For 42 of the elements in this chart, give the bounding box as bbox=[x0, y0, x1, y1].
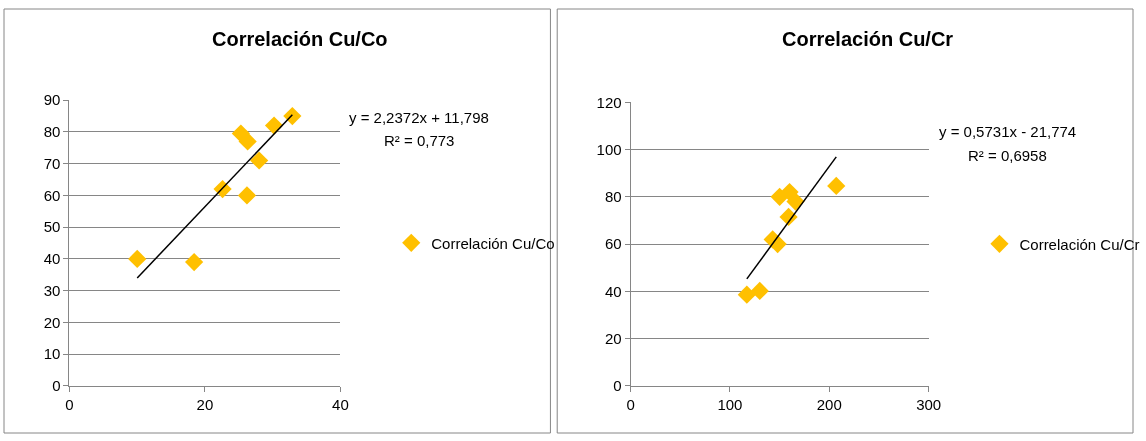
x-tick-label: 300 bbox=[916, 395, 942, 413]
y-tick-label: 80 bbox=[43, 123, 61, 141]
y-tick-label: 50 bbox=[43, 218, 61, 236]
y-tick-label: 60 bbox=[604, 235, 622, 253]
point bbox=[737, 285, 756, 304]
text: y = 0,5731x - 21,774 bbox=[939, 123, 1077, 140]
y-tick-label: 70 bbox=[43, 154, 61, 172]
y-tick-label: 0 bbox=[613, 377, 622, 395]
legend-label: Correlación Cu/Co bbox=[431, 234, 555, 252]
y-tick-label: 0 bbox=[52, 377, 61, 395]
y-tick-label: 30 bbox=[43, 281, 61, 299]
legend-label: Correlación Cu/Cr bbox=[1019, 235, 1140, 253]
point bbox=[185, 253, 204, 272]
point bbox=[750, 281, 769, 301]
y-tick-label: 60 bbox=[43, 186, 61, 204]
y-tick-label: 20 bbox=[604, 329, 622, 347]
text: y = 2,2372x + 11,798 bbox=[349, 109, 489, 126]
y-tick-label: 40 bbox=[604, 282, 622, 300]
point bbox=[250, 151, 269, 170]
text: R² = 0,773 bbox=[384, 132, 455, 149]
y-tick-label: 40 bbox=[43, 250, 61, 268]
point bbox=[283, 106, 302, 126]
y-tick-label: 20 bbox=[43, 313, 61, 331]
y-tick-label: 100 bbox=[596, 140, 622, 158]
point bbox=[786, 192, 805, 211]
x-tick-label: 200 bbox=[816, 395, 842, 413]
point bbox=[827, 176, 846, 196]
y-tick-label: 10 bbox=[43, 345, 61, 363]
point bbox=[237, 186, 257, 205]
point bbox=[128, 249, 147, 269]
text: R² = 0,6958 bbox=[968, 147, 1047, 164]
x-tick-label: 0 bbox=[626, 395, 635, 413]
y-tick-label: 80 bbox=[604, 188, 622, 206]
point bbox=[238, 132, 257, 151]
x-tick-label: 40 bbox=[332, 395, 349, 413]
y-tick-label: 90 bbox=[43, 91, 61, 109]
chart-title: Correlación Cu/Co bbox=[212, 28, 388, 50]
chart-title: Correlación Cu/Cr bbox=[782, 28, 954, 50]
x-tick-label: 100 bbox=[717, 395, 743, 413]
y-tick-label: 120 bbox=[596, 93, 622, 111]
x-tick-label: 20 bbox=[196, 395, 214, 413]
x-tick-label: 0 bbox=[65, 395, 74, 413]
